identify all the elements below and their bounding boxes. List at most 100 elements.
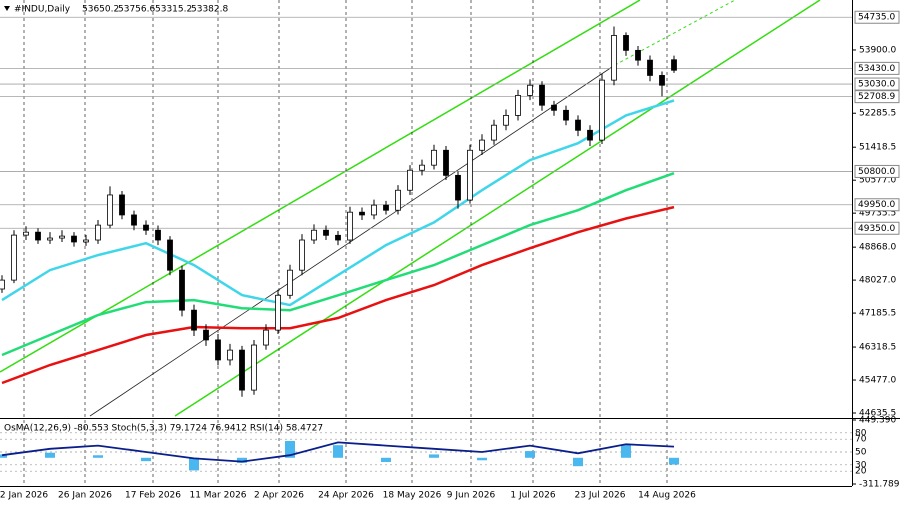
candle-body: [419, 164, 425, 171]
candle-body: [119, 194, 125, 216]
moving-average: [1, 205, 675, 385]
candle-body: [275, 294, 281, 331]
y-tick-label: 44635.5: [859, 409, 896, 419]
y-tick-label: 52285.5: [859, 109, 896, 119]
y2-tick-label: 50: [855, 448, 867, 458]
osma-bar: [45, 452, 55, 458]
indicator-line: [1, 441, 675, 463]
candle-body: [0, 279, 5, 290]
y-tick-label: 48868.0: [859, 243, 896, 253]
candle-body: [563, 109, 569, 121]
candle-body: [251, 344, 257, 391]
candle-body: [107, 194, 113, 226]
candle-body: [371, 204, 377, 216]
osma-bar: [381, 457, 391, 462]
x-tick-label: 2 Jan 2026: [0, 491, 48, 501]
level-label-box: [854, 77, 900, 91]
channel-extension: [614, 0, 736, 66]
y2-tick-label: 70: [855, 435, 867, 445]
y-tick-label: 50577.0: [859, 176, 896, 186]
candle-body: [575, 119, 581, 131]
x-tick-label: 17 Feb 2026: [125, 491, 181, 501]
moving-average: [1, 172, 675, 357]
level-label-box: [854, 164, 900, 178]
ohlc-low: 53315.2: [155, 5, 192, 15]
moving-average: [1, 99, 675, 307]
y-tick-label: 47185.5: [859, 309, 896, 319]
candle-body: [467, 149, 473, 201]
y-tick-label: 46318.5: [859, 343, 896, 353]
y-tick-label: 45477.0: [859, 376, 896, 386]
x-tick-label: 1 Jul 2026: [510, 491, 555, 501]
candle-body: [287, 269, 293, 296]
candle-body: [539, 84, 545, 106]
candle-body: [335, 234, 341, 241]
osma-bar: [621, 445, 631, 458]
y2-tick-label: 30: [855, 460, 867, 470]
level-label-box: [854, 90, 900, 104]
osma-bar: [429, 454, 439, 458]
candle-body: [659, 75, 665, 86]
candle-body: [35, 231, 41, 241]
channel-middle: [89, 64, 616, 417]
osma-bar: [285, 440, 295, 458]
candle-body: [635, 49, 641, 61]
x-tick-label: 18 May 2026: [383, 491, 442, 501]
y-tick-label: -311.789: [859, 480, 900, 490]
candle-body: [167, 239, 173, 271]
osma-bar: [333, 445, 343, 458]
candle-body: [395, 189, 401, 211]
level-label: 49950.0: [858, 200, 895, 210]
candle-body: [431, 149, 437, 166]
candle-body: [23, 231, 29, 236]
candle-body: [623, 35, 629, 51]
ohlc-close: 53382.8: [191, 5, 228, 15]
candle-body: [179, 269, 185, 311]
candle-body: [311, 229, 317, 241]
y-tick-label: 449.390: [859, 416, 896, 426]
candle-body: [647, 59, 653, 76]
candle-body: [599, 79, 605, 141]
candle-body: [323, 229, 329, 236]
x-tick-label: 23 Jul 2026: [575, 491, 626, 501]
level-label: 54735.0: [858, 13, 895, 23]
menu-arrow: [4, 6, 10, 11]
candle-body: [347, 211, 353, 241]
candle-body: [455, 174, 461, 201]
candle-body: [359, 211, 365, 216]
candle-body: [83, 239, 89, 243]
x-tick-label: 14 Aug 2026: [638, 491, 696, 501]
candle-body: [263, 329, 269, 346]
x-tick-label: 24 Apr 2026: [318, 491, 374, 501]
candle-body: [155, 229, 161, 241]
x-tick-label: 11 Mar 2026: [189, 491, 246, 501]
level-label: 49350.0: [858, 224, 895, 234]
osma-bar: [93, 455, 103, 458]
candle-body: [671, 59, 677, 71]
candle-body: [47, 237, 53, 241]
candle-body: [503, 115, 509, 126]
candle-body: [191, 309, 197, 331]
channel-upper: [0, 0, 641, 373]
ohlc-open: 53650.2: [82, 5, 119, 15]
level-label: 53430.0: [858, 64, 895, 74]
level-label-box: [854, 198, 900, 212]
level-label-box: [854, 221, 900, 235]
osma-bar: [669, 457, 679, 465]
osma-bar: [573, 457, 583, 467]
candle-body: [59, 235, 65, 239]
candle-body: [131, 214, 137, 226]
candle-body: [587, 129, 593, 141]
level-label: 52708.9: [858, 92, 895, 102]
candle-body: [551, 104, 557, 111]
candle-body: [239, 349, 245, 391]
candle-body: [407, 169, 413, 191]
osma-bar: [0, 454, 7, 458]
candle-body: [143, 224, 149, 231]
candle-body: [515, 95, 521, 116]
y2-tick-label: 20: [855, 467, 867, 477]
y-tick-label: 48027.0: [859, 276, 896, 286]
osma-bar: [141, 457, 151, 462]
